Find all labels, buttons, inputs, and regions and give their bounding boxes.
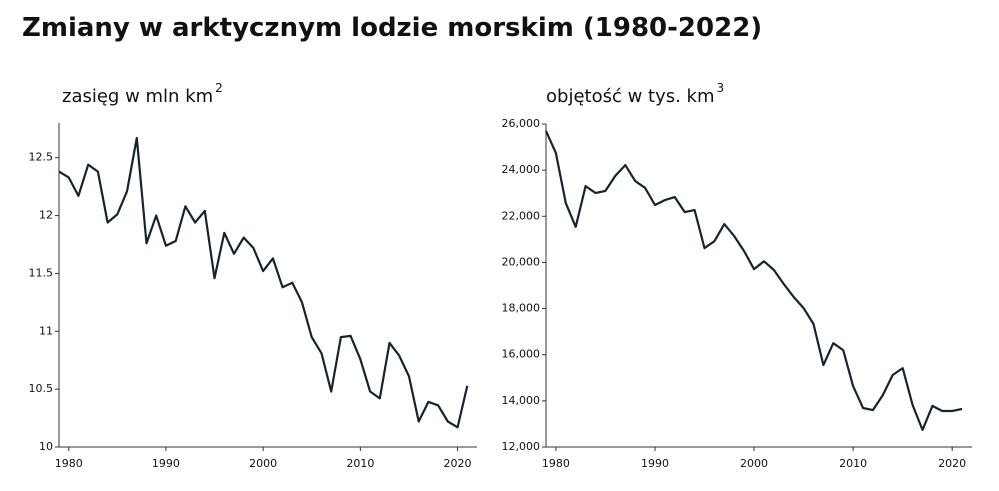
x-tick-label: 2020 [938, 457, 966, 470]
x-tick-label: 2000 [740, 457, 768, 470]
x-tick-label: 2020 [444, 457, 472, 470]
data-line [58, 136, 469, 429]
y-tick-label: 12 [39, 209, 53, 222]
x-tick-label: 1980 [55, 457, 83, 470]
y-tick-label: 10.5 [29, 382, 54, 395]
page-title: Zmiany w arktycznym lodzie morskim (1980… [22, 13, 762, 43]
y-tick-label: 24,000 [502, 163, 541, 176]
y-tick-label: 16,000 [502, 348, 541, 361]
y-tick-label: 12.5 [29, 151, 54, 164]
subtitle-superscript: 2 [215, 81, 223, 95]
chart-subtitle: objętość w tys. km [546, 86, 715, 107]
subtitle-superscript: 3 [717, 81, 725, 95]
y-tick-label: 11 [39, 324, 53, 337]
x-tick-label: 1990 [641, 457, 669, 470]
x-tick-label: 1990 [152, 457, 180, 470]
x-tick-label: 1980 [542, 457, 570, 470]
y-tick-label: 11.5 [29, 266, 54, 279]
y-tick-label: 20,000 [502, 255, 541, 268]
chart-subtitle: zasięg w mln km [62, 86, 213, 107]
x-tick-label: 2010 [839, 457, 867, 470]
y-tick-label: 14,000 [502, 394, 541, 407]
y-tick-label: 22,000 [502, 209, 541, 222]
data-line [544, 130, 963, 431]
x-tick-label: 2000 [249, 457, 277, 470]
x-tick-label: 2010 [346, 457, 374, 470]
y-tick-label: 12,000 [502, 440, 541, 453]
y-tick-label: 26,000 [502, 117, 541, 130]
y-tick-label: 18,000 [502, 302, 541, 315]
y-tick-label: 10 [39, 440, 53, 453]
